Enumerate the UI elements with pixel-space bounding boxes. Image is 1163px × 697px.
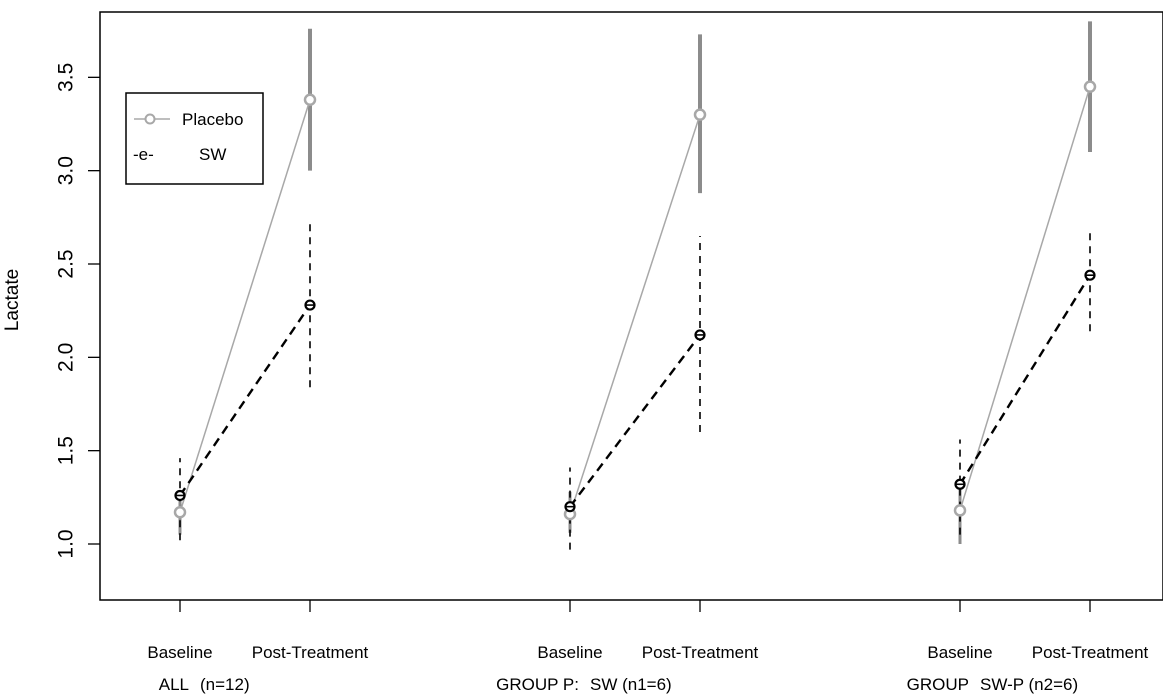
group-label-right: (n=12): [200, 675, 250, 694]
x-tick-label: Baseline: [147, 643, 212, 662]
x-tick-label: Post-Treatment: [252, 643, 369, 662]
y-axis-label: Lactate: [2, 269, 23, 331]
legend-sw-label: SW: [199, 145, 226, 164]
placebo-line: [959, 86, 1091, 511]
plot-frame: [99, 11, 1163, 601]
x-tick-label: Post-Treatment: [642, 643, 759, 662]
placebo-point: [953, 504, 967, 517]
legend: Placebo -e- SW: [125, 92, 264, 185]
group-label-right: SW-P (n2=6): [980, 675, 1078, 694]
sw-line: [569, 334, 701, 508]
placebo-point: [1083, 80, 1097, 93]
group-label-left: GROUP: [907, 675, 969, 694]
y-axis: 1.0 1.5 2.0 2.5 3.0 3.5: [55, 63, 100, 559]
y-tick-label: 2.5: [55, 249, 78, 278]
group-label-left: ALL: [159, 675, 189, 694]
placebo-point: [303, 93, 317, 106]
x-tick-label: Baseline: [927, 643, 992, 662]
placebo-line: [179, 99, 311, 513]
y-tick-label: 2.0: [55, 343, 78, 372]
legend-box: [125, 92, 264, 185]
sw-line: [958, 274, 1092, 485]
y-tick-label: 3.5: [55, 63, 78, 92]
x-axis: Baseline Post-Treatment ALL (n=12) Baseline P…: [147, 600, 1149, 694]
y-tick-label: 1.0: [55, 529, 78, 558]
placebo-line: [569, 114, 701, 515]
series-layer: [173, 21, 1097, 550]
placebo-point: [693, 108, 707, 121]
group-label-right: SW (n1=6): [590, 675, 672, 694]
y-tick-label: 3.0: [55, 156, 78, 185]
legend-sw-symbol: -e-: [133, 145, 154, 164]
legend-placebo-marker: [144, 113, 156, 125]
sw-line: [179, 304, 311, 497]
x-tick-label: Post-Treatment: [1032, 643, 1149, 662]
y-tick-label: 1.5: [55, 436, 78, 465]
group-label-left: GROUP P:: [496, 675, 579, 694]
x-tick-label: Baseline: [537, 643, 602, 662]
placebo-point: [173, 506, 187, 519]
legend-placebo-label: Placebo: [182, 110, 243, 129]
